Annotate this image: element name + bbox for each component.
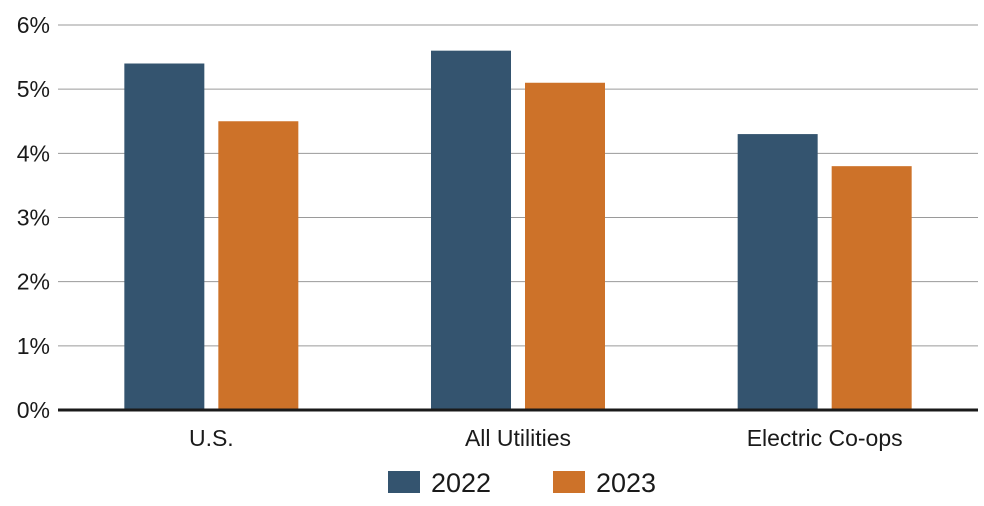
legend-swatch [388, 471, 420, 493]
legend-label: 2022 [431, 468, 491, 498]
y-tick-label: 5% [17, 76, 50, 102]
legend-label: 2023 [596, 468, 656, 498]
x-axis-category-labels: U.S. All Utilities Electric Co-ops [189, 425, 903, 451]
bar-2022-0 [124, 63, 205, 410]
bar-2023-1 [525, 82, 605, 410]
bar-2022-1 [431, 50, 511, 411]
y-tick-label: 3% [17, 205, 50, 231]
bar-2022-2 [737, 134, 818, 411]
y-tick-label: 6% [17, 12, 50, 38]
y-axis-tick-labels: 0% 1% 2% 3% 4% 5% 6% [17, 12, 50, 423]
legend-swatch [553, 471, 585, 493]
y-tick-label: 0% [17, 397, 50, 423]
x-category-label: U.S. [189, 425, 234, 451]
y-tick-label: 1% [17, 333, 50, 359]
gridlines [58, 24, 978, 347]
x-category-label: Electric Co-ops [747, 425, 903, 451]
bar-2023-0 [218, 121, 299, 410]
y-tick-label: 2% [17, 269, 50, 295]
bars [124, 50, 912, 411]
legend: 2022 2023 [388, 468, 656, 498]
x-category-label: All Utilities [465, 425, 571, 451]
bar-2023-2 [831, 166, 912, 410]
y-tick-label: 4% [17, 140, 50, 166]
